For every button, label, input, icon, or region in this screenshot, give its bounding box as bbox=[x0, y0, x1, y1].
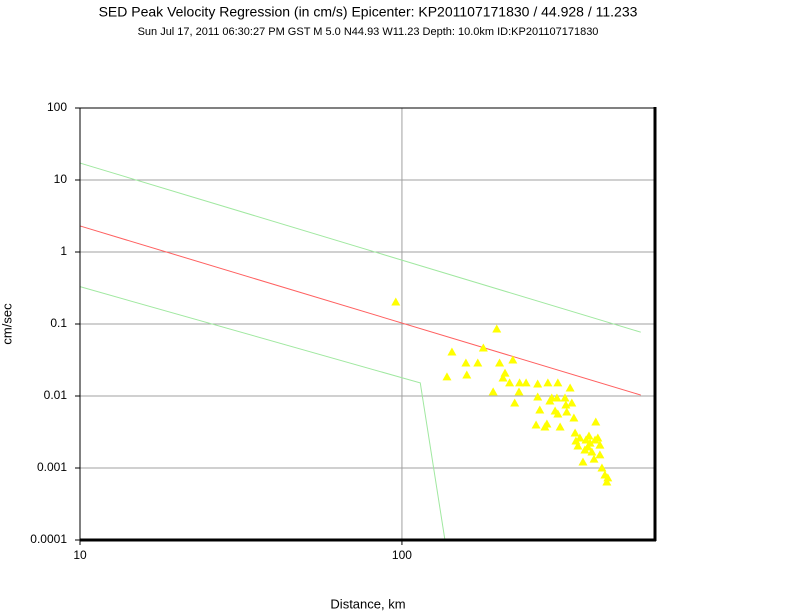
y-tick-label: 0.01 bbox=[44, 388, 68, 402]
regression-line bbox=[79, 286, 446, 541]
data-point bbox=[593, 433, 603, 442]
y-tick-label: 100 bbox=[47, 100, 67, 114]
data-point bbox=[461, 358, 471, 367]
data-point bbox=[495, 358, 505, 367]
data-point bbox=[442, 372, 452, 381]
data-point bbox=[447, 347, 457, 356]
x-axis-label: Distance, km bbox=[330, 596, 405, 611]
data-point bbox=[531, 420, 541, 429]
plot-area: 0.0001 0.001 0.01 0.1 1 10 100 10 100 bbox=[30, 100, 655, 562]
x-tick-label: 100 bbox=[392, 548, 412, 562]
data-point bbox=[473, 358, 483, 367]
data-point bbox=[575, 433, 585, 442]
data-point bbox=[540, 422, 550, 431]
data-point bbox=[565, 383, 575, 392]
data-point bbox=[595, 450, 605, 459]
data-point bbox=[584, 431, 594, 440]
y-tick-label: 10 bbox=[54, 172, 68, 186]
data-point bbox=[492, 324, 502, 333]
y-tick-label: 0.1 bbox=[50, 316, 67, 330]
data-point bbox=[505, 378, 515, 387]
data-point bbox=[543, 378, 553, 387]
data-point bbox=[488, 387, 498, 396]
chart-subtitle: Sun Jul 17, 2011 06:30:27 PM GST M 5.0 N… bbox=[138, 26, 599, 38]
data-point bbox=[553, 409, 563, 418]
data-point bbox=[521, 378, 531, 387]
data-point bbox=[510, 398, 520, 407]
data-point bbox=[508, 355, 518, 364]
data-point bbox=[552, 393, 562, 402]
data-point bbox=[555, 422, 565, 431]
y-tick-label: 0.001 bbox=[37, 460, 67, 474]
data-point bbox=[602, 477, 612, 486]
data-point bbox=[498, 373, 508, 382]
data-point bbox=[567, 398, 577, 407]
regression-line bbox=[79, 225, 641, 396]
data-point bbox=[587, 447, 597, 456]
data-point bbox=[597, 463, 607, 472]
data-point bbox=[591, 417, 601, 426]
data-point bbox=[595, 440, 605, 449]
chart-title: SED Peak Velocity Regression (in cm/s) E… bbox=[99, 4, 638, 20]
y-axis-label: cm/sec bbox=[0, 303, 14, 345]
data-point bbox=[589, 454, 599, 463]
data-point bbox=[553, 378, 563, 387]
data-point bbox=[560, 393, 570, 402]
data-point bbox=[569, 413, 579, 422]
data-point bbox=[478, 343, 488, 352]
data-point bbox=[585, 438, 595, 447]
y-tick-label: 0.0001 bbox=[30, 532, 67, 546]
data-point bbox=[561, 400, 571, 409]
data-point bbox=[500, 368, 510, 377]
data-point bbox=[514, 387, 524, 396]
data-point bbox=[578, 457, 588, 466]
data-point bbox=[533, 379, 543, 388]
data-point bbox=[515, 378, 525, 387]
y-tick-label: 1 bbox=[60, 244, 67, 258]
data-point bbox=[462, 370, 472, 379]
data-point bbox=[603, 473, 613, 482]
regression-line bbox=[79, 162, 641, 333]
data-point bbox=[535, 405, 545, 414]
data-point bbox=[570, 428, 580, 437]
x-tick-label: 10 bbox=[73, 548, 87, 562]
data-point bbox=[562, 407, 572, 416]
data-point bbox=[533, 392, 543, 401]
data-point bbox=[391, 297, 401, 306]
data-point bbox=[573, 441, 583, 450]
